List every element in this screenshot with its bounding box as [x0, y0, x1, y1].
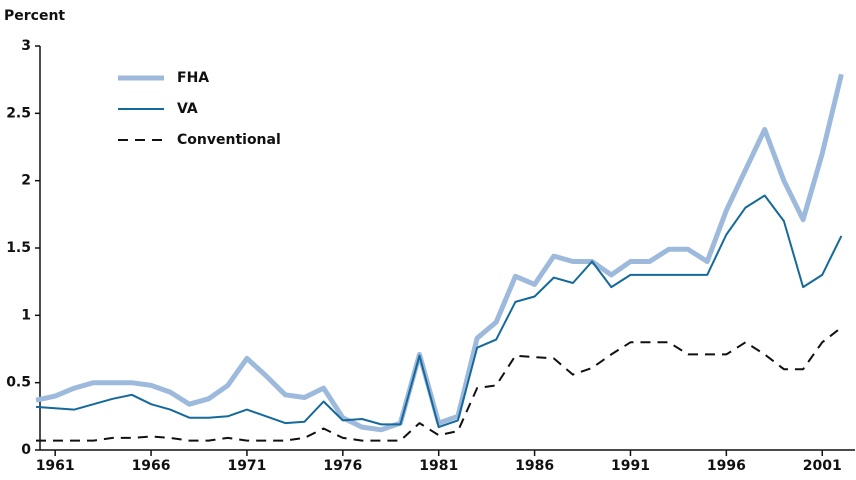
- x-tick-label: 1971: [227, 458, 266, 474]
- y-tick-label: 1.5: [6, 240, 31, 256]
- x-tick-label: 1996: [707, 458, 746, 474]
- x-tick-label: 2001: [803, 458, 842, 474]
- x-tick-label: 1986: [515, 458, 554, 474]
- x-tick-label: 1976: [323, 458, 362, 474]
- y-tick-label: 2: [21, 173, 31, 189]
- x-tick-label: 1966: [132, 458, 171, 474]
- series-line: [35, 73, 844, 433]
- y-tick-label: 0.5: [6, 375, 31, 391]
- legend-label: VA: [177, 101, 198, 117]
- x-tick-label: 1981: [419, 458, 458, 474]
- legend-label: FHA: [177, 70, 209, 86]
- legend-label: Conventional: [177, 132, 281, 148]
- x-tick-label: 1961: [36, 458, 75, 474]
- y-tick-label: 2.5: [6, 105, 31, 121]
- y-tick-label: 0: [21, 442, 31, 458]
- y-tick-label: 3: [21, 38, 31, 54]
- series-line: [36, 326, 843, 442]
- y-axis-label: Percent: [4, 8, 65, 24]
- x-tick-label: 1991: [611, 458, 650, 474]
- series-line: [35, 194, 843, 429]
- y-tick-label: 1: [21, 307, 31, 323]
